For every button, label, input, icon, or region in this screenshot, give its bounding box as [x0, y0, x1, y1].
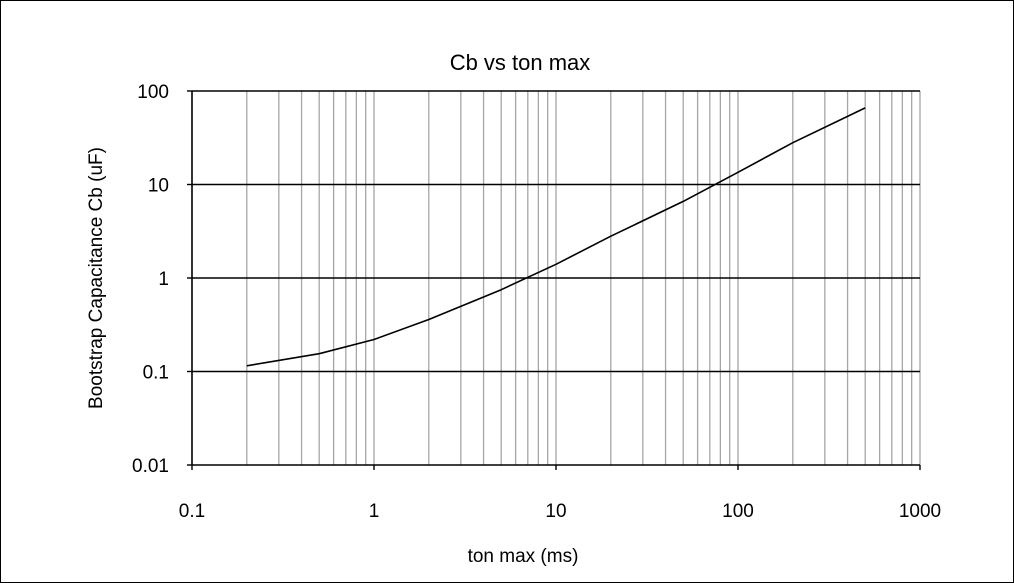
chart-title: Cb vs ton max: [450, 50, 591, 75]
axes: [187, 90, 921, 470]
y-tick-label: 1: [158, 269, 169, 290]
y-tick-label: 0.1: [143, 363, 169, 384]
x-tick-label: 1: [369, 501, 380, 522]
y-tick-label: 0.01: [132, 456, 169, 477]
x-tick-label: 10: [545, 501, 566, 522]
x-axis-label: ton max (ms): [468, 546, 579, 567]
x-tick-label: 0.1: [179, 501, 205, 522]
y-axis-label: Bootstrap Capacitance Cb (uF): [86, 147, 107, 409]
horizontal-gridlines: [192, 90, 920, 373]
x-tick-label: 100: [722, 501, 754, 522]
series-group: [246, 107, 866, 367]
y-tick-label: 100: [137, 82, 169, 103]
series-line: [246, 107, 866, 367]
x-tick-label: 1000: [899, 501, 941, 522]
y-tick-label: 10: [148, 176, 169, 197]
tick-labels: 0.1 1 10 100 1000 0.01 0.1 1 10 100: [132, 82, 941, 522]
